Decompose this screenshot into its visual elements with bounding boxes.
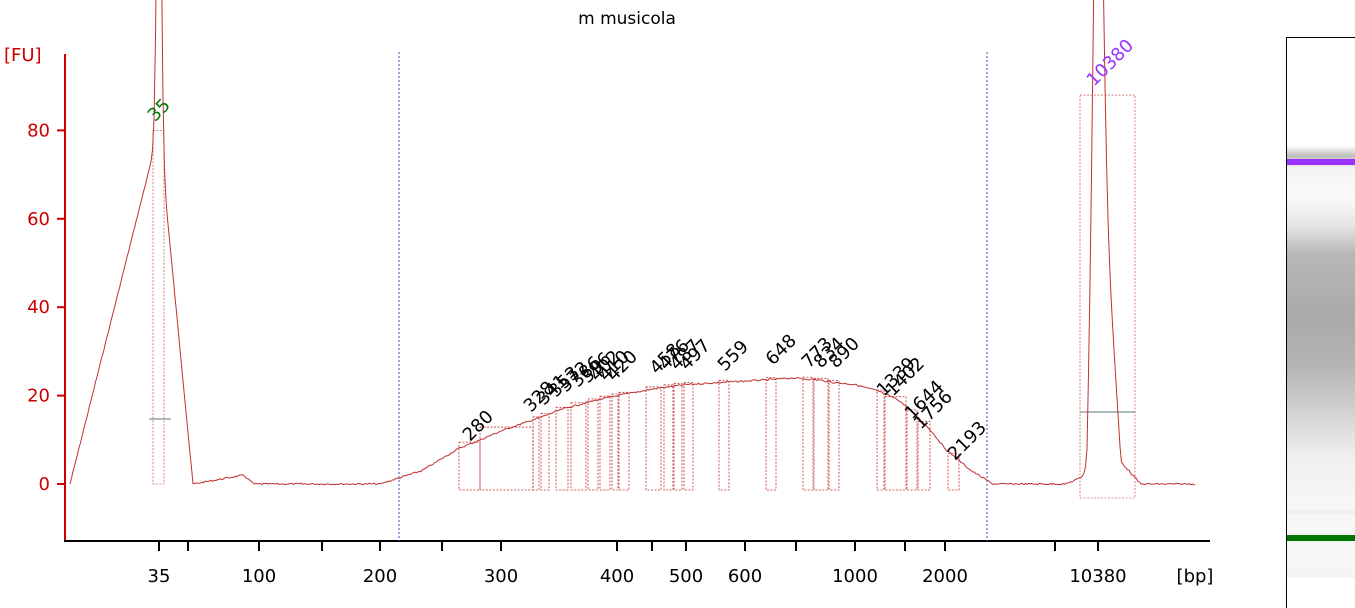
x-tick-label-100: 100 (242, 566, 276, 587)
marker-peak-labels: 35 10380 (144, 35, 1138, 126)
peak-window-280 (458, 441, 481, 491)
marker-peak-label-10380: 10380 (1083, 35, 1138, 90)
peak-window-559 (718, 379, 730, 491)
gel-image (1286, 37, 1355, 608)
x-tick-label-2000: 2000 (922, 566, 968, 587)
peak-window-773 (802, 376, 814, 491)
y-tick-label-0: 0 (39, 474, 50, 495)
x-tick-label-600: 600 (728, 566, 762, 587)
peak-window-420 (618, 391, 630, 491)
peak-window-410 (611, 393, 619, 491)
peak-window-487 (673, 383, 683, 491)
x-tick-label-300: 300 (484, 566, 518, 587)
x-tick-label-400: 400 (600, 566, 634, 587)
peak-window-890 (828, 380, 840, 491)
peak-window-1402 (884, 396, 907, 491)
x-tick-label-35: 35 (148, 566, 171, 587)
series-trace (69, 0, 1196, 486)
peak-window-1644 (906, 409, 918, 491)
peak-window-396 (587, 398, 599, 491)
peak-window-372 (555, 406, 569, 491)
peak-window-353 (540, 413, 550, 491)
peak-window-1756 (917, 421, 931, 491)
y-tick-label-20: 20 (27, 386, 50, 407)
peak-label-280: 280 (459, 406, 498, 445)
peak-window-341 (532, 416, 540, 491)
peak-window-1339 (876, 389, 885, 491)
peak-label-2193: 2193 (944, 417, 991, 464)
x-tick-label-10380: 10380 (1069, 566, 1126, 587)
peak-window-386 (570, 402, 587, 491)
marker-window-10380 (1079, 94, 1136, 499)
peak-window-402 (599, 395, 611, 491)
peak-label-648: 648 (762, 330, 801, 369)
peak-window-476 (663, 384, 674, 491)
gel-lower-marker-band (1287, 535, 1355, 541)
x-axis-label: [bp] (1177, 566, 1214, 587)
x-tick-label-200: 200 (363, 566, 397, 587)
x-tick-label-500: 500 (669, 566, 703, 587)
x-tick-label-1000: 1000 (832, 566, 878, 587)
peak-windows (149, 94, 1136, 499)
peak-window-834 (813, 377, 829, 491)
marker-window-35 (152, 130, 165, 485)
y-ticks: 0 20 40 60 80 (27, 120, 65, 495)
peak-window-648 (765, 377, 777, 491)
x-ticks: 35 100 200 300 400 500 600 1000 2000 10380 (148, 541, 1127, 587)
peak-label-559: 559 (714, 336, 753, 375)
peak-window-458 (645, 386, 662, 491)
gel-upper-marker-band (1287, 159, 1355, 165)
y-axis-label: [FU] (4, 45, 42, 66)
y-tick-label-60: 60 (27, 209, 50, 230)
y-tick-label-40: 40 (27, 297, 50, 318)
gel-lane (1287, 38, 1355, 578)
peak-window-2193 (947, 453, 960, 491)
marker-peak-label-35: 35 (144, 95, 175, 126)
chart-title: m musicola (578, 9, 676, 29)
y-tick-label-80: 80 (27, 120, 50, 141)
peak-window-497 (683, 381, 694, 491)
